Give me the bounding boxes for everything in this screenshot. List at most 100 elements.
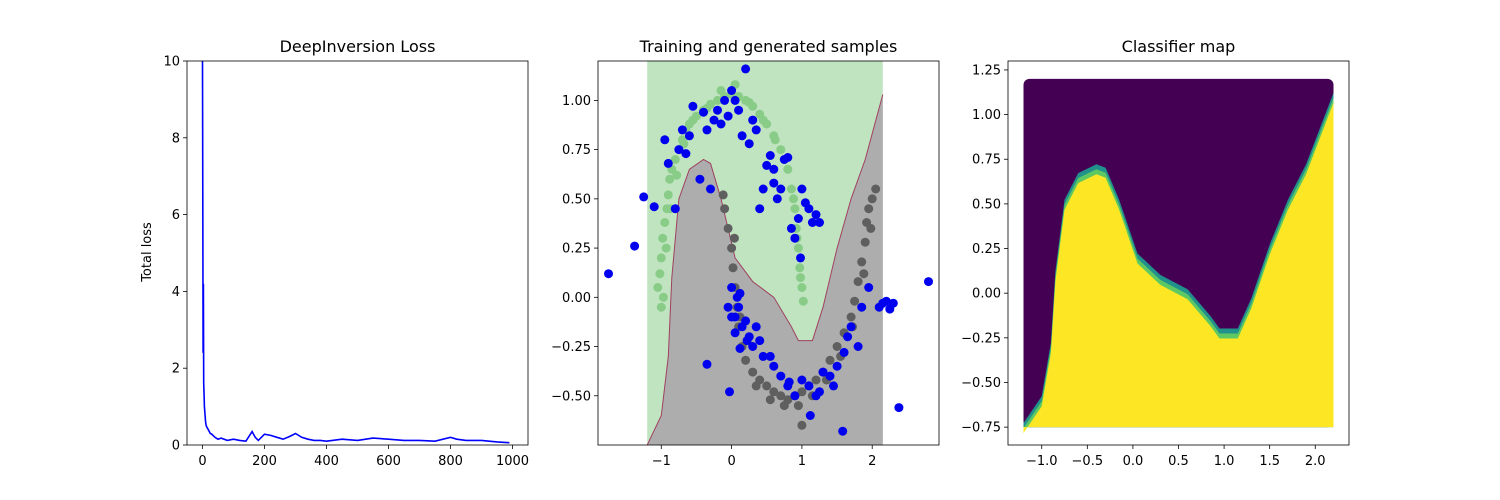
scatter-point: [825, 371, 835, 381]
y-axis: −0.50 −0.25 0.00 0.25 0.50 0.75 1.00: [551, 94, 598, 404]
y-tick-label: 0.00: [562, 291, 591, 306]
scatter-point: [728, 263, 738, 273]
y-tick-label: 0: [172, 439, 180, 454]
chart-title: Training and generated samples: [639, 37, 898, 56]
classifier-map-chart: Classifier map −1.0 −0.5 0.0 0.5 1.0 1.5 2.0 −0…: [961, 37, 1350, 469]
scatter-point: [716, 119, 726, 129]
y-tick-label: −0.25: [551, 340, 591, 355]
scatter-point: [604, 269, 613, 279]
scatter-point: [695, 174, 705, 184]
scatter-point: [796, 253, 805, 263]
scatter-point: [660, 135, 670, 145]
x-tick-label: 1.0: [1214, 454, 1235, 469]
scatter-point: [924, 277, 933, 287]
scatter-point: [727, 243, 737, 253]
scatter-point: [758, 351, 768, 361]
scatter-point: [853, 342, 863, 351]
scatter-point: [795, 263, 805, 273]
x-tick-label: −0.5: [1072, 454, 1104, 469]
scatter-point: [888, 298, 898, 308]
scatter-point: [769, 164, 779, 174]
scatter-point: [734, 302, 744, 312]
x-tick-label: −1.0: [1026, 454, 1058, 469]
x-tick-label: 200: [252, 454, 277, 469]
scatter-point: [720, 95, 730, 105]
scatter-point: [818, 367, 828, 377]
scatter-point: [793, 243, 803, 253]
scatter-point: [765, 395, 775, 405]
heatmap: [1023, 78, 1334, 434]
scatter-point: [658, 233, 668, 243]
scatter-point: [797, 375, 807, 385]
scatter-point: [797, 184, 807, 194]
x-tick-label: 2: [868, 454, 876, 469]
scatter-point: [769, 387, 779, 397]
scatter-point: [706, 184, 715, 194]
scatter-point: [804, 204, 814, 214]
x-tick-label: 1.5: [1259, 454, 1280, 469]
scatter-point: [684, 131, 694, 141]
scatter-point: [727, 283, 737, 292]
scatter-point: [742, 336, 752, 346]
scatter-point: [797, 387, 807, 397]
y-tick-label: 0.50: [972, 197, 1001, 212]
scatter-point: [894, 403, 904, 413]
scatter-point: [846, 312, 856, 322]
scatter-point: [758, 184, 768, 194]
scatter-point: [832, 342, 842, 351]
scatter-point: [716, 86, 726, 95]
scatter-point: [815, 218, 824, 227]
x-tick-label: 0.5: [1168, 454, 1189, 469]
y-tick-label: 1.25: [972, 63, 1001, 78]
y-tick-label: 1.00: [972, 108, 1001, 123]
scatter-point: [811, 375, 821, 385]
scatter-point: [871, 184, 881, 194]
scatter-point: [838, 426, 848, 436]
scatter-point: [630, 241, 640, 251]
loss-chart: DeepInversion Loss Total loss 0 200 400 600…: [140, 37, 529, 469]
y-axis-label: Total loss: [140, 222, 155, 283]
y-axis: −0.75 −0.50 −0.25 0.00 0.25 0.50 0.75 1.00 1.25: [961, 63, 1008, 436]
y-tick-label: −0.75: [961, 421, 1001, 436]
scatter-point: [807, 218, 817, 227]
y-tick-label: 0.00: [972, 287, 1001, 302]
scatter-point: [779, 401, 789, 411]
scatter-point: [790, 204, 800, 214]
scatter-point: [679, 139, 689, 149]
scatter-point: [727, 312, 737, 322]
scatter-point: [748, 115, 758, 125]
scatter-point: [713, 105, 722, 115]
y-tick-label: 2: [172, 362, 180, 377]
scatter-point: [660, 218, 670, 227]
y-tick-label: 6: [172, 208, 180, 223]
scatter-point: [793, 214, 803, 223]
axes-frame: [597, 60, 940, 446]
scatter-point: [765, 351, 775, 361]
scatter-point: [846, 322, 856, 332]
scatter-point: [864, 204, 874, 214]
loss-line: [201, 61, 510, 444]
scatter-point: [730, 328, 740, 338]
scatter-points: [604, 64, 933, 436]
scatter-point: [751, 322, 761, 332]
axes-frame: [1007, 60, 1350, 446]
scatter-point: [748, 367, 758, 377]
scatter-point: [853, 277, 863, 287]
scatter-point: [860, 237, 870, 247]
y-tick-label: 0.25: [972, 242, 1001, 257]
scatter-point: [639, 192, 649, 202]
scatter-point: [839, 347, 849, 357]
y-tick-label: 0.25: [562, 242, 591, 257]
scatter-point: [751, 125, 761, 135]
scatter-point: [741, 64, 751, 74]
scatter-point: [790, 233, 800, 243]
scatter-point: [772, 194, 782, 204]
scatter-point: [765, 151, 775, 160]
scatter-point: [741, 355, 751, 365]
scatter-point: [843, 332, 853, 342]
scatter-point: [755, 204, 765, 214]
scatter-point: [735, 344, 745, 353]
scatter-point: [798, 296, 808, 306]
scatter-point: [786, 184, 796, 194]
